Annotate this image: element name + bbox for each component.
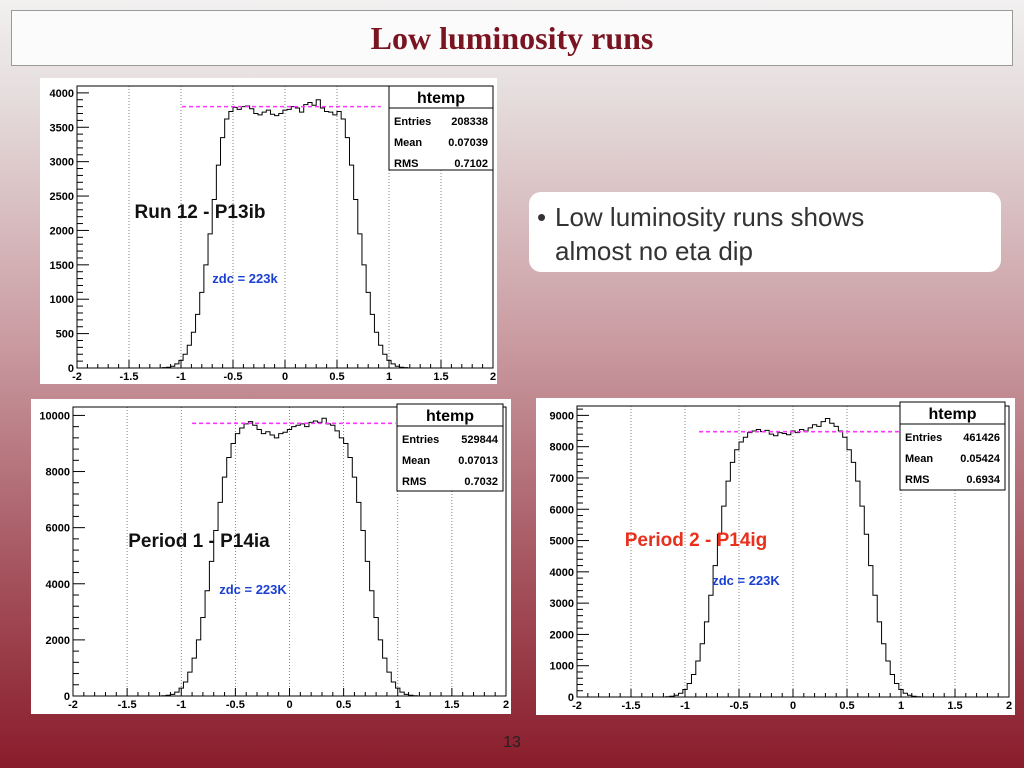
x-tick-label: 0.5 [329, 371, 344, 383]
y-tick-label: 2000 [46, 635, 70, 647]
stats-key: Entries [905, 432, 942, 444]
y-tick-label: 8000 [46, 467, 70, 479]
zdc-annotation: zdc = 223k [212, 271, 278, 286]
y-tick-label: 3000 [550, 598, 574, 610]
x-tick-label: -2 [72, 371, 82, 383]
bullet-box: • Low luminosity runs shows almost no eta… [529, 192, 1001, 272]
histogram-panel-period2: -2 -1.5 -1 -0.5 0 0.5 1 1.5 2 0 1000 2000 3000 4000 50… [536, 398, 1015, 715]
y-tick-label: 2500 [50, 191, 74, 203]
y-tick-label: 2000 [550, 629, 574, 641]
zdc-annotation: zdc = 223K [712, 573, 780, 588]
stats-value: 0.6934 [966, 474, 1001, 486]
zdc-annotation: zdc = 223K [219, 582, 287, 597]
stats-title: htemp [929, 406, 977, 423]
stats-key: Entries [402, 434, 439, 446]
y-tick-label: 4000 [550, 567, 574, 579]
stats-value: 0.7032 [464, 476, 498, 488]
stats-value: 208338 [451, 116, 488, 128]
y-tick-label: 3500 [50, 122, 74, 134]
stats-title: htemp [417, 90, 465, 107]
y-tick-label: 1000 [50, 294, 74, 306]
y-tick-label: 4000 [46, 579, 70, 591]
x-tick-label: 1.5 [947, 700, 962, 712]
histogram-series [161, 99, 409, 369]
y-tick-label: 0 [64, 691, 70, 703]
y-tick-label: 3000 [50, 157, 74, 169]
histogram-svg: -2 -1.5 -1 -0.5 0 0.5 1 1.5 2 0 2000 4000 6000 8000 10… [39, 403, 509, 711]
stats-key: Mean [394, 137, 422, 149]
y-tick-label: 6000 [550, 504, 574, 516]
x-tick-label: 2 [490, 371, 496, 383]
y-tick-label: 6000 [46, 523, 70, 535]
x-tick-label: 0 [286, 699, 292, 711]
y-tick-label: 9000 [550, 410, 574, 422]
x-tick-label: -1.5 [120, 371, 139, 383]
x-tick-label: 1.5 [433, 371, 448, 383]
histogram-series [161, 417, 418, 697]
x-tick-label: 0 [282, 371, 288, 383]
page-number: 13 [503, 734, 521, 751]
x-tick-label: -1.5 [622, 700, 641, 712]
x-tick-label: -0.5 [224, 371, 243, 383]
y-tick-label: 7000 [550, 473, 574, 485]
stats-key: Entries [394, 116, 431, 128]
stats-value: 0.07013 [458, 455, 498, 467]
x-tick-label: -0.5 [730, 700, 749, 712]
stats-key: Mean [402, 455, 430, 467]
stats-value: 529844 [461, 434, 499, 446]
x-tick-label: -1 [176, 699, 186, 711]
y-tick-label: 5000 [550, 536, 574, 548]
stats-key: RMS [394, 158, 418, 170]
x-tick-label: 2 [503, 699, 509, 711]
y-tick-label: 10000 [39, 410, 70, 422]
x-tick-label: 2 [1006, 700, 1012, 712]
run-label: Run 12 - P13ib [135, 202, 266, 223]
stats-key: Mean [905, 453, 933, 465]
bullet-text-1: Low luminosity runs shows [555, 202, 865, 232]
bullet-dot-icon: • [537, 202, 547, 232]
y-tick-label: 4000 [50, 88, 74, 100]
x-tick-label: -1.5 [118, 699, 137, 711]
stats-value: 0.07039 [448, 137, 488, 149]
histogram-panel-period1: -2 -1.5 -1 -0.5 0 0.5 1 1.5 2 0 2000 4000 6000 8000 10… [31, 399, 511, 714]
slide-title-bar: Low luminosity runs [11, 10, 1013, 66]
bullet-line-2: almost no eta dip [555, 236, 754, 266]
x-tick-label: -0.5 [226, 699, 245, 711]
histogram-svg: -2 -1.5 -1 -0.5 0 0.5 1 1.5 2 0 1000 2000 3000 4000 50… [550, 401, 1012, 712]
x-tick-label: 1 [898, 700, 904, 712]
y-tick-label: 1000 [550, 661, 574, 673]
stats-value: 0.05424 [960, 453, 1001, 465]
stats-box [396, 403, 504, 492]
stats-title: htemp [426, 408, 474, 425]
x-tick-label: -2 [68, 699, 78, 711]
stats-value: 461426 [963, 432, 1000, 444]
x-tick-label: -1 [680, 700, 690, 712]
x-tick-label: 0.5 [839, 700, 854, 712]
x-tick-label: 0.5 [336, 699, 351, 711]
x-tick-label: 1 [386, 371, 392, 383]
histogram-svg: -2 -1.5 -1 -0.5 0 0.5 1 1.5 2 0 500 1000 1500 2000 250… [50, 85, 496, 383]
x-tick-label: -1 [176, 371, 186, 383]
stats-key: RMS [402, 476, 426, 488]
stats-box [388, 85, 494, 171]
y-tick-label: 8000 [550, 442, 574, 454]
x-tick-label: -2 [572, 700, 582, 712]
x-tick-label: 1 [395, 699, 401, 711]
x-tick-label: 0 [790, 700, 796, 712]
slide-title: Low luminosity runs [370, 19, 654, 56]
run-label: Period 1 - P14ia [128, 531, 270, 552]
stats-box [899, 401, 1006, 491]
y-tick-label: 1500 [50, 260, 74, 272]
y-tick-label: 2000 [50, 225, 74, 237]
histogram-panel-run12: -2 -1.5 -1 -0.5 0 0.5 1 1.5 2 0 500 1000 1500 2000 250… [40, 78, 497, 384]
y-tick-label: 500 [56, 329, 74, 341]
stats-value: 0.7102 [454, 158, 488, 170]
x-tick-label: 1.5 [444, 699, 459, 711]
stats-key: RMS [905, 474, 929, 486]
run-label: Period 2 - P14ig [625, 530, 768, 551]
bullet-line-1: • Low luminosity runs shows [537, 200, 989, 234]
y-tick-label: 0 [68, 363, 74, 375]
y-tick-label: 0 [568, 692, 574, 704]
